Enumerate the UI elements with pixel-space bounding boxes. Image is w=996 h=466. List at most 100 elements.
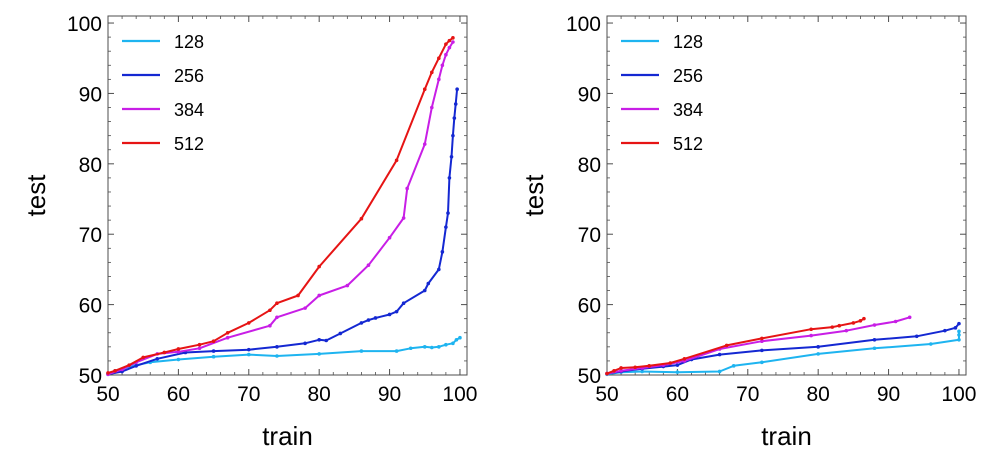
data-point-256 [373,316,378,320]
data-point-512 [394,158,399,163]
data-point-384 [440,63,445,68]
data-point-128 [211,354,216,359]
data-point-256 [760,348,764,353]
data-point-256 [444,225,448,229]
data-point-128 [408,346,413,351]
data-point-128 [957,329,961,334]
data-point-128 [317,352,321,356]
data-point-256 [446,211,450,215]
data-point-512 [858,318,863,323]
y-axis-label: test [21,174,51,217]
y-tick-label: 60 [578,295,601,318]
data-point-384 [893,319,898,324]
legend-label-128: 128 [673,32,703,52]
y-tick-label: 90 [578,83,601,106]
data-point-384 [619,368,623,373]
data-point-512 [724,343,729,348]
data-point-512 [359,216,364,221]
data-point-256 [451,133,455,138]
data-point-512 [447,38,452,43]
data-point-384 [303,306,307,310]
data-point-512 [197,342,202,347]
data-point-256 [303,341,307,346]
y-tick-label: 100 [566,13,601,36]
data-point-512 [225,330,230,335]
data-point-512 [682,357,687,361]
x-tick-label: 50 [96,383,119,406]
data-point-128 [675,370,680,374]
data-point-256 [426,281,431,286]
data-point-128 [444,342,448,347]
data-point-384 [197,346,202,351]
data-point-512 [830,325,835,329]
chart-panel-2: 50 60 70 80 90 100 50 60 70 80 90 100 train test 128 25… [519,13,976,451]
data-point-512 [176,347,181,351]
x-tick-label: 60 [666,383,689,406]
data-point-384 [401,216,406,220]
data-point-256 [134,364,138,368]
data-point-128 [760,360,764,365]
data-point-384 [430,105,434,110]
chart-panel-1: 50 60 70 80 90 100 50 60 70 80 90 100 train test 128 25… [21,13,477,451]
y-tick-label: 80 [79,154,102,177]
series-line-512 [107,36,454,374]
data-point-128 [451,341,455,346]
y-tick-label: 80 [578,154,601,177]
series-line-256 [107,88,459,376]
series-line-384 [107,41,454,376]
data-point-128 [929,342,933,346]
data-point-256 [453,102,458,106]
y-tick-label: 90 [79,83,102,106]
data-point-128 [717,369,722,374]
data-point-128 [731,364,736,368]
data-point-128 [957,333,961,337]
data-point-512 [612,368,616,373]
data-point-384 [405,186,409,191]
y-tick-label: 70 [578,224,601,247]
x-tick-label: 100 [941,383,976,406]
data-point-512 [106,371,110,375]
data-point-256 [387,312,392,317]
data-point-256 [943,328,947,333]
data-point-256 [957,321,961,326]
data-point-512 [211,339,216,344]
data-point-384 [176,349,181,354]
y-axis-label: test [519,174,549,217]
legend-label-384: 384 [673,100,703,120]
data-point-512 [444,42,448,46]
legend-label-256: 256 [673,66,703,86]
data-point-128 [437,345,441,349]
data-point-256 [401,301,406,306]
data-point-512 [275,301,279,306]
plot-frame [606,15,967,376]
y-tick-label: 70 [79,224,102,247]
data-point-256 [452,116,457,120]
data-point-512 [633,365,637,370]
x-tick-label: 80 [806,383,829,406]
data-point-384 [844,328,849,333]
data-point-384 [268,323,272,328]
data-point-128 [640,369,644,374]
data-point-512 [422,87,427,92]
x-tick-label: 60 [167,383,190,406]
data-point-256 [872,338,877,342]
data-point-128 [394,349,399,353]
data-point-256 [816,345,820,349]
data-point-512 [851,321,856,325]
data-point-384 [422,142,427,146]
data-point-128 [275,354,279,358]
data-point-256 [246,347,251,352]
data-point-384 [907,315,912,320]
data-point-512 [162,350,167,355]
data-point-512 [451,36,455,40]
data-point-512 [317,264,321,269]
data-point-256 [394,309,399,314]
data-point-128 [816,352,820,356]
data-point-256 [359,321,364,325]
legend-label-256: 256 [174,66,204,86]
data-point-128 [422,345,427,349]
series-line-128 [107,336,461,375]
series-line-384 [606,316,911,375]
x-tick-label: 90 [877,383,900,406]
data-point-256 [953,326,958,330]
